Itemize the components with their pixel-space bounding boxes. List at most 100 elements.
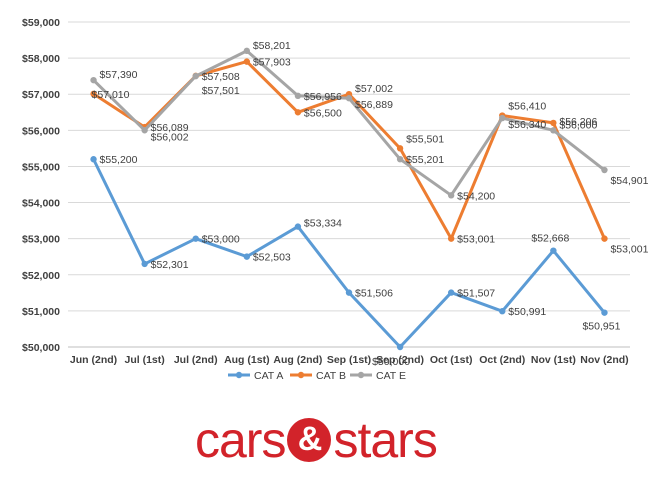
data-point <box>550 247 557 254</box>
data-label: $55,201 <box>406 154 444 166</box>
data-point <box>90 156 97 163</box>
data-point <box>396 343 404 351</box>
data-point <box>192 235 199 242</box>
data-point <box>192 72 199 80</box>
x-tick-label: Jun (2nd) <box>70 354 117 366</box>
data-label: $57,390 <box>100 69 138 81</box>
data-point <box>345 95 353 102</box>
data-point <box>499 114 506 122</box>
data-label: $53,000 <box>202 234 240 246</box>
data-point <box>141 127 148 134</box>
data-point <box>243 58 251 65</box>
data-labels: $55,200 $52,301 $53,000 $52,503 $53,334 $51,5… <box>92 40 649 368</box>
data-point <box>294 92 302 100</box>
logo-ampersand: & <box>287 418 332 462</box>
y-tick-label: $54,000 <box>22 198 60 210</box>
data-point <box>499 308 506 315</box>
y-tick-label: $50,000 <box>22 342 60 354</box>
data-point <box>396 155 404 163</box>
data-label: $57,002 <box>355 83 393 95</box>
data-point <box>243 253 251 260</box>
data-point <box>243 47 251 55</box>
data-point <box>90 90 97 98</box>
data-label: $57,508 <box>202 71 240 83</box>
y-tick-label: $57,000 <box>22 89 60 101</box>
data-label: $57,010 <box>92 89 130 101</box>
cars-and-stars-logo: cars & stars <box>195 410 438 470</box>
y-axis-ticks: $50,000 $51,000 $52,000 $53,000 $54,000 $55,0… <box>22 17 60 354</box>
data-point <box>345 289 353 296</box>
legend-label: CAT A <box>254 370 283 382</box>
data-point <box>447 235 455 242</box>
data-label: $57,903 <box>253 57 291 69</box>
x-tick-label: Jul (2nd) <box>174 354 218 366</box>
data-label: $56,002 <box>151 131 189 143</box>
x-axis-ticks: Jun (2nd) Jul (1st) Jul (2nd) Aug (1st) Aug … <box>70 354 629 366</box>
data-label: $56,410 <box>508 101 546 113</box>
legend-marker <box>297 371 305 379</box>
data-label: $56,089 <box>151 122 189 134</box>
data-point <box>550 127 557 134</box>
gridlines <box>68 21 630 348</box>
data-point <box>601 309 608 316</box>
data-label: $53,001 <box>457 234 495 246</box>
data-label: $57,501 <box>202 85 240 97</box>
y-tick-label: $59,000 <box>22 17 60 29</box>
x-tick-label: Sep (1st) <box>327 354 371 366</box>
data-label: $52,668 <box>531 233 569 245</box>
legend-marker <box>235 371 243 379</box>
data-label: $56,889 <box>355 99 393 111</box>
data-label: $51,506 <box>355 288 393 300</box>
data-label: $55,200 <box>100 154 138 166</box>
data-label: $56,206 <box>559 116 597 128</box>
data-point <box>601 166 608 174</box>
x-tick-label: Oct (1st) <box>430 354 473 366</box>
data-label: $50,991 <box>508 306 546 318</box>
data-point <box>141 260 148 268</box>
data-label: $54,200 <box>457 190 495 202</box>
data-point <box>396 145 404 152</box>
data-label: $54,901 <box>610 175 648 187</box>
data-label: $56,340 <box>508 119 546 131</box>
y-tick-label: $55,000 <box>22 161 60 173</box>
data-label: $58,201 <box>253 40 291 52</box>
data-label: $50,951 <box>582 321 620 333</box>
data-point <box>294 109 302 116</box>
data-point <box>601 235 608 242</box>
x-tick-label: Nov (2nd) <box>580 354 628 366</box>
data-label: $52,301 <box>151 259 189 271</box>
legend: CAT A CAT B CAT E <box>228 370 406 382</box>
data-label: $55,501 <box>406 133 444 145</box>
line-chart: $50,000 $51,000 $52,000 $53,000 $54,000 $55,0… <box>22 17 649 382</box>
series-line-cat-b <box>92 60 606 241</box>
legend-label: CAT B <box>316 370 346 382</box>
y-tick-label: $52,000 <box>22 270 60 282</box>
x-tick-label: Jul (1st) <box>125 354 165 366</box>
data-point <box>447 289 455 296</box>
x-tick-label: Sep (2nd) <box>376 354 424 366</box>
x-tick-label: Aug (1st) <box>224 354 270 366</box>
legend-marker <box>357 371 365 379</box>
data-label: $56,956 <box>304 91 342 103</box>
series-line-cat-a <box>92 157 606 349</box>
series-lines <box>90 47 608 351</box>
data-label: $56,000 <box>559 119 597 131</box>
data-point <box>550 119 557 127</box>
logo-word-cars: cars <box>195 412 286 468</box>
x-tick-label: Oct (2nd) <box>479 354 525 366</box>
data-label: $53,334 <box>304 218 342 230</box>
data-label: $50,000 <box>372 356 410 368</box>
data-label: $51,507 <box>457 288 495 300</box>
y-tick-label: $58,000 <box>22 53 60 65</box>
data-point <box>447 192 455 199</box>
data-label: $53,001 <box>610 244 648 256</box>
data-label: $56,500 <box>304 107 342 119</box>
legend-label: CAT E <box>376 370 406 382</box>
data-point <box>90 76 97 84</box>
data-label: $52,503 <box>253 252 291 264</box>
x-tick-label: Aug (2nd) <box>273 354 322 366</box>
y-tick-label: $51,000 <box>22 306 60 318</box>
y-tick-label: $56,000 <box>22 125 60 137</box>
data-point <box>294 223 302 230</box>
logo-word-stars: stars <box>333 412 437 468</box>
